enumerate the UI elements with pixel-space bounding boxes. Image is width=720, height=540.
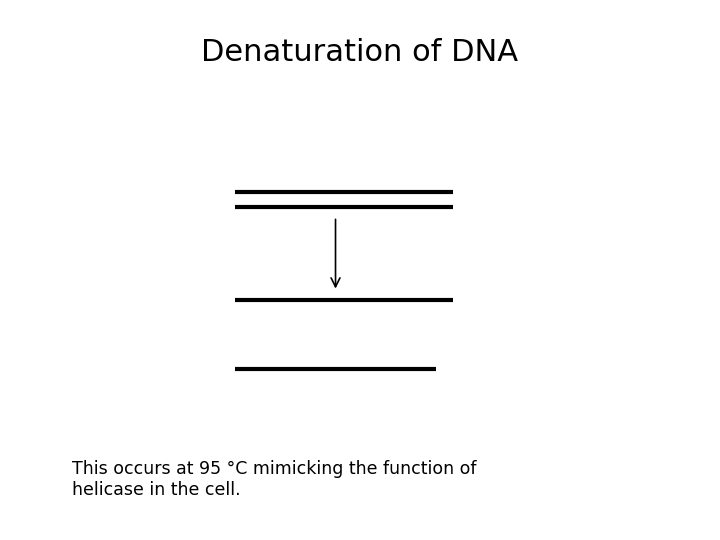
Text: This occurs at 95 °C mimicking the function of
helicase in the cell.: This occurs at 95 °C mimicking the funct… bbox=[72, 460, 477, 499]
Text: Denaturation of DNA: Denaturation of DNA bbox=[202, 38, 518, 67]
